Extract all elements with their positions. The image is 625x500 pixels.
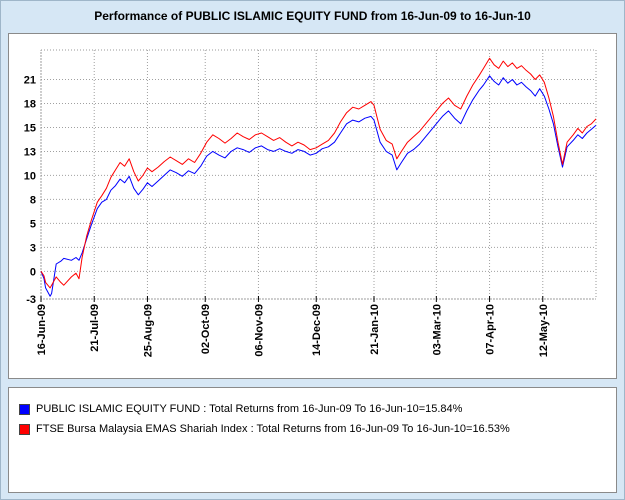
y-tick-label: 18: [24, 98, 36, 110]
plot-area: [40, 49, 597, 300]
line-chart: -3 0 3 5 8 10 13 15 18 21 16-Jun-09 21-Jul-09 25-Aug…: [24, 49, 597, 357]
x-tick-label: 25-Aug-09: [142, 304, 154, 357]
legend-swatch-index: [19, 423, 30, 435]
x-tick-label: 02-Oct-09: [200, 304, 212, 354]
y-tick-label: 8: [30, 194, 36, 206]
x-tick-label: 03-Mar-10: [431, 304, 443, 355]
legend-swatch-fund: [19, 403, 30, 415]
series-line-public-islamic-equity-fund: [40, 75, 597, 297]
legend-item-index: FTSE Bursa Malaysia EMAS Shariah Index :…: [19, 422, 510, 436]
y-tick-label: 0: [30, 266, 36, 278]
x-tick-label: 12-May-10: [538, 304, 550, 357]
y-tick-label: -3: [26, 294, 36, 306]
x-tick-label: 16-Jun-09: [36, 304, 48, 355]
x-tick-label: 21-Jan-10: [369, 304, 381, 355]
chart-panel: -3 0 3 5 8 10 13 15 18 21 16-Jun-09 21-Jul-09 25-Aug…: [8, 33, 617, 379]
x-tick-label: 06-Nov-09: [253, 304, 265, 357]
y-tick-label: 13: [24, 146, 36, 158]
x-tick-label: 07-Apr-10: [485, 304, 497, 355]
y-tick-label: 5: [30, 218, 36, 230]
y-tick-label: 10: [24, 170, 36, 182]
y-tick-label: 21: [24, 75, 36, 87]
legend-panel: PUBLIC ISLAMIC EQUITY FUND : Total Retur…: [8, 387, 617, 493]
y-tick-label: 3: [30, 242, 36, 254]
legend-label-index: FTSE Bursa Malaysia EMAS Shariah Index :…: [36, 423, 510, 435]
x-tick-label: 14-Dec-09: [311, 304, 323, 356]
y-tick-label: 15: [24, 122, 36, 134]
legend-label-fund: PUBLIC ISLAMIC EQUITY FUND : Total Retur…: [36, 403, 463, 415]
series-line-ftse-bursa-malaysia-emas-shariah-index: [40, 57, 597, 289]
chart-title: Performance of PUBLIC ISLAMIC EQUITY FUN…: [94, 9, 531, 23]
legend-item-fund: PUBLIC ISLAMIC EQUITY FUND : Total Retur…: [19, 402, 462, 416]
x-tick-label: 21-Jul-09: [89, 304, 101, 352]
